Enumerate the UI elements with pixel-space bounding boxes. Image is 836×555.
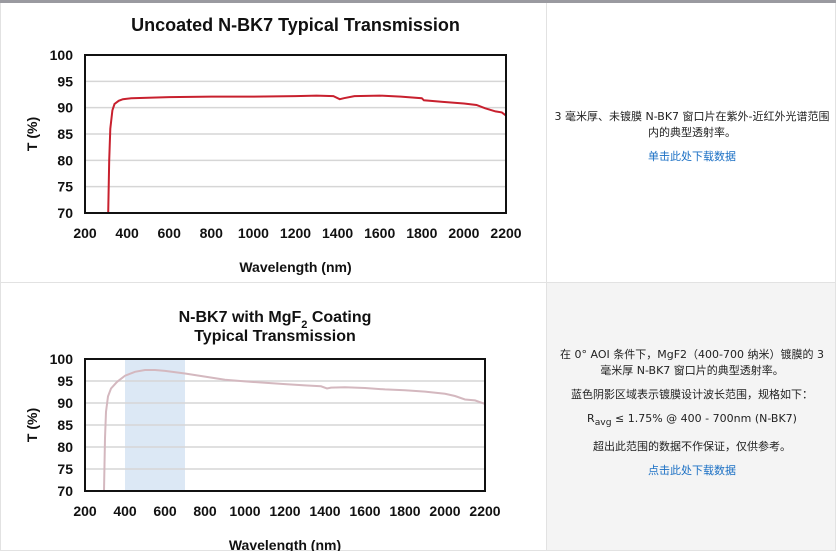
y-tick-label: 90 [57, 100, 73, 116]
spec-rest: ≤ 1.75% @ 400 - 700nm (N-BK7) [611, 412, 797, 425]
chart-cell-uncoated: 70 75 80 85 90 95 100 200 400 600 800 1000 1200 1400 1… [0, 3, 546, 283]
y-tick-label: 85 [57, 126, 73, 142]
spec-r: R [587, 412, 595, 425]
y-tick-label: 100 [50, 47, 74, 63]
spec-text: Ravg ≤ 1.75% @ 400 - 700nm (N-BK7) [553, 411, 831, 431]
x-tick-label: 2200 [490, 225, 521, 241]
y-tick-label: 80 [57, 439, 73, 455]
shaded-region-note: 蓝色阴影区域表示镀膜设计波长范围，规格如下： [571, 388, 813, 401]
description-text: 在 0° AOI 条件下，MgF2（400-700 纳米）镀膜的 3 毫米厚 N… [560, 348, 824, 377]
y-tick-label: 80 [57, 152, 73, 168]
y-tick-label: 70 [57, 205, 73, 221]
x-axis-label: Wavelength (nm) [229, 537, 341, 551]
spec-sub: avg [594, 417, 612, 429]
x-tick-label: 2200 [469, 503, 500, 519]
y-axis-label: T (%) [24, 117, 40, 151]
top-bar [0, 0, 836, 3]
chart-title-part: Coating [307, 309, 371, 326]
description-text: 3 毫米厚、未镀膜 N-BK7 窗口片在紫外-近红外光谱范围内的典型透射率。 [554, 110, 830, 139]
chart-uncoated: 70 75 80 85 90 95 100 200 400 600 800 1000 1200 1400 1… [24, 15, 522, 275]
x-tick-label: 1800 [389, 503, 420, 519]
y-tick-label: 70 [57, 483, 73, 499]
chart-title-part: N-BK7 with MgF [179, 309, 302, 326]
chart-title-line2: Typical Transmission [194, 328, 356, 345]
y-tick-label: 100 [50, 351, 74, 367]
chart-title-part: 2 [301, 319, 307, 331]
x-tick-label: 2000 [448, 225, 479, 241]
download-data-link[interactable]: 点击此处下载数据 [648, 464, 736, 478]
x-tick-label: 1200 [280, 225, 311, 241]
x-tick-label: 1000 [238, 225, 269, 241]
x-tick-label: 1600 [349, 503, 380, 519]
plot-frame [84, 54, 507, 214]
y-tick-label: 75 [57, 179, 73, 195]
chart-cell-mgf2: 70 75 80 85 90 95 100 200 400 600 800 1000 1200 1400 1… [0, 283, 546, 553]
x-tick-label: 1200 [269, 503, 300, 519]
y-tick-label: 95 [57, 73, 73, 89]
y-tick-label: 85 [57, 417, 73, 433]
description-cell-mgf2: 在 0° AOI 条件下，MgF2（400-700 纳米）镀膜的 3 毫米厚 N… [546, 283, 836, 551]
transmission-curve [103, 369, 486, 492]
x-tick-label: 800 [193, 503, 217, 519]
x-tick-label: 400 [115, 225, 139, 241]
x-tick-label: 1600 [364, 225, 395, 241]
y-tick-label: 95 [57, 373, 73, 389]
x-tick-label: 600 [153, 503, 177, 519]
y-tick-label: 75 [57, 461, 73, 477]
chart-mgf2: 70 75 80 85 90 95 100 200 400 600 800 1000 1200 1400 1… [24, 309, 501, 553]
chart-title: Uncoated N-BK7 Typical Transmission [131, 15, 460, 35]
x-tick-label: 1800 [406, 225, 437, 241]
x-tick-label: 1400 [309, 503, 340, 519]
x-tick-label: 1400 [322, 225, 353, 241]
y-tick-label: 90 [57, 395, 73, 411]
disclaimer-text: 超出此范围的数据不作保证，仅供参考。 [593, 440, 791, 454]
download-data-link[interactable]: 单击此处下载数据 [648, 150, 736, 163]
x-tick-label: 2000 [429, 503, 460, 519]
x-tick-label: 1000 [229, 503, 260, 519]
x-tick-label: 800 [200, 225, 224, 241]
x-tick-label: 400 [113, 503, 137, 519]
x-tick-label: 600 [158, 225, 182, 241]
chart-title: N-BK7 with MgF2 Coating [179, 309, 372, 331]
x-tick-label: 200 [73, 503, 97, 519]
plot-frame [84, 358, 486, 492]
x-tick-label: 200 [73, 225, 97, 241]
description-cell-uncoated: 3 毫米厚、未镀膜 N-BK7 窗口片在紫外-近红外光谱范围内的典型透射率。 单… [546, 3, 836, 283]
x-axis-label: Wavelength (nm) [239, 259, 351, 275]
transmission-curve [107, 94, 507, 214]
y-axis-label: T (%) [24, 408, 40, 442]
